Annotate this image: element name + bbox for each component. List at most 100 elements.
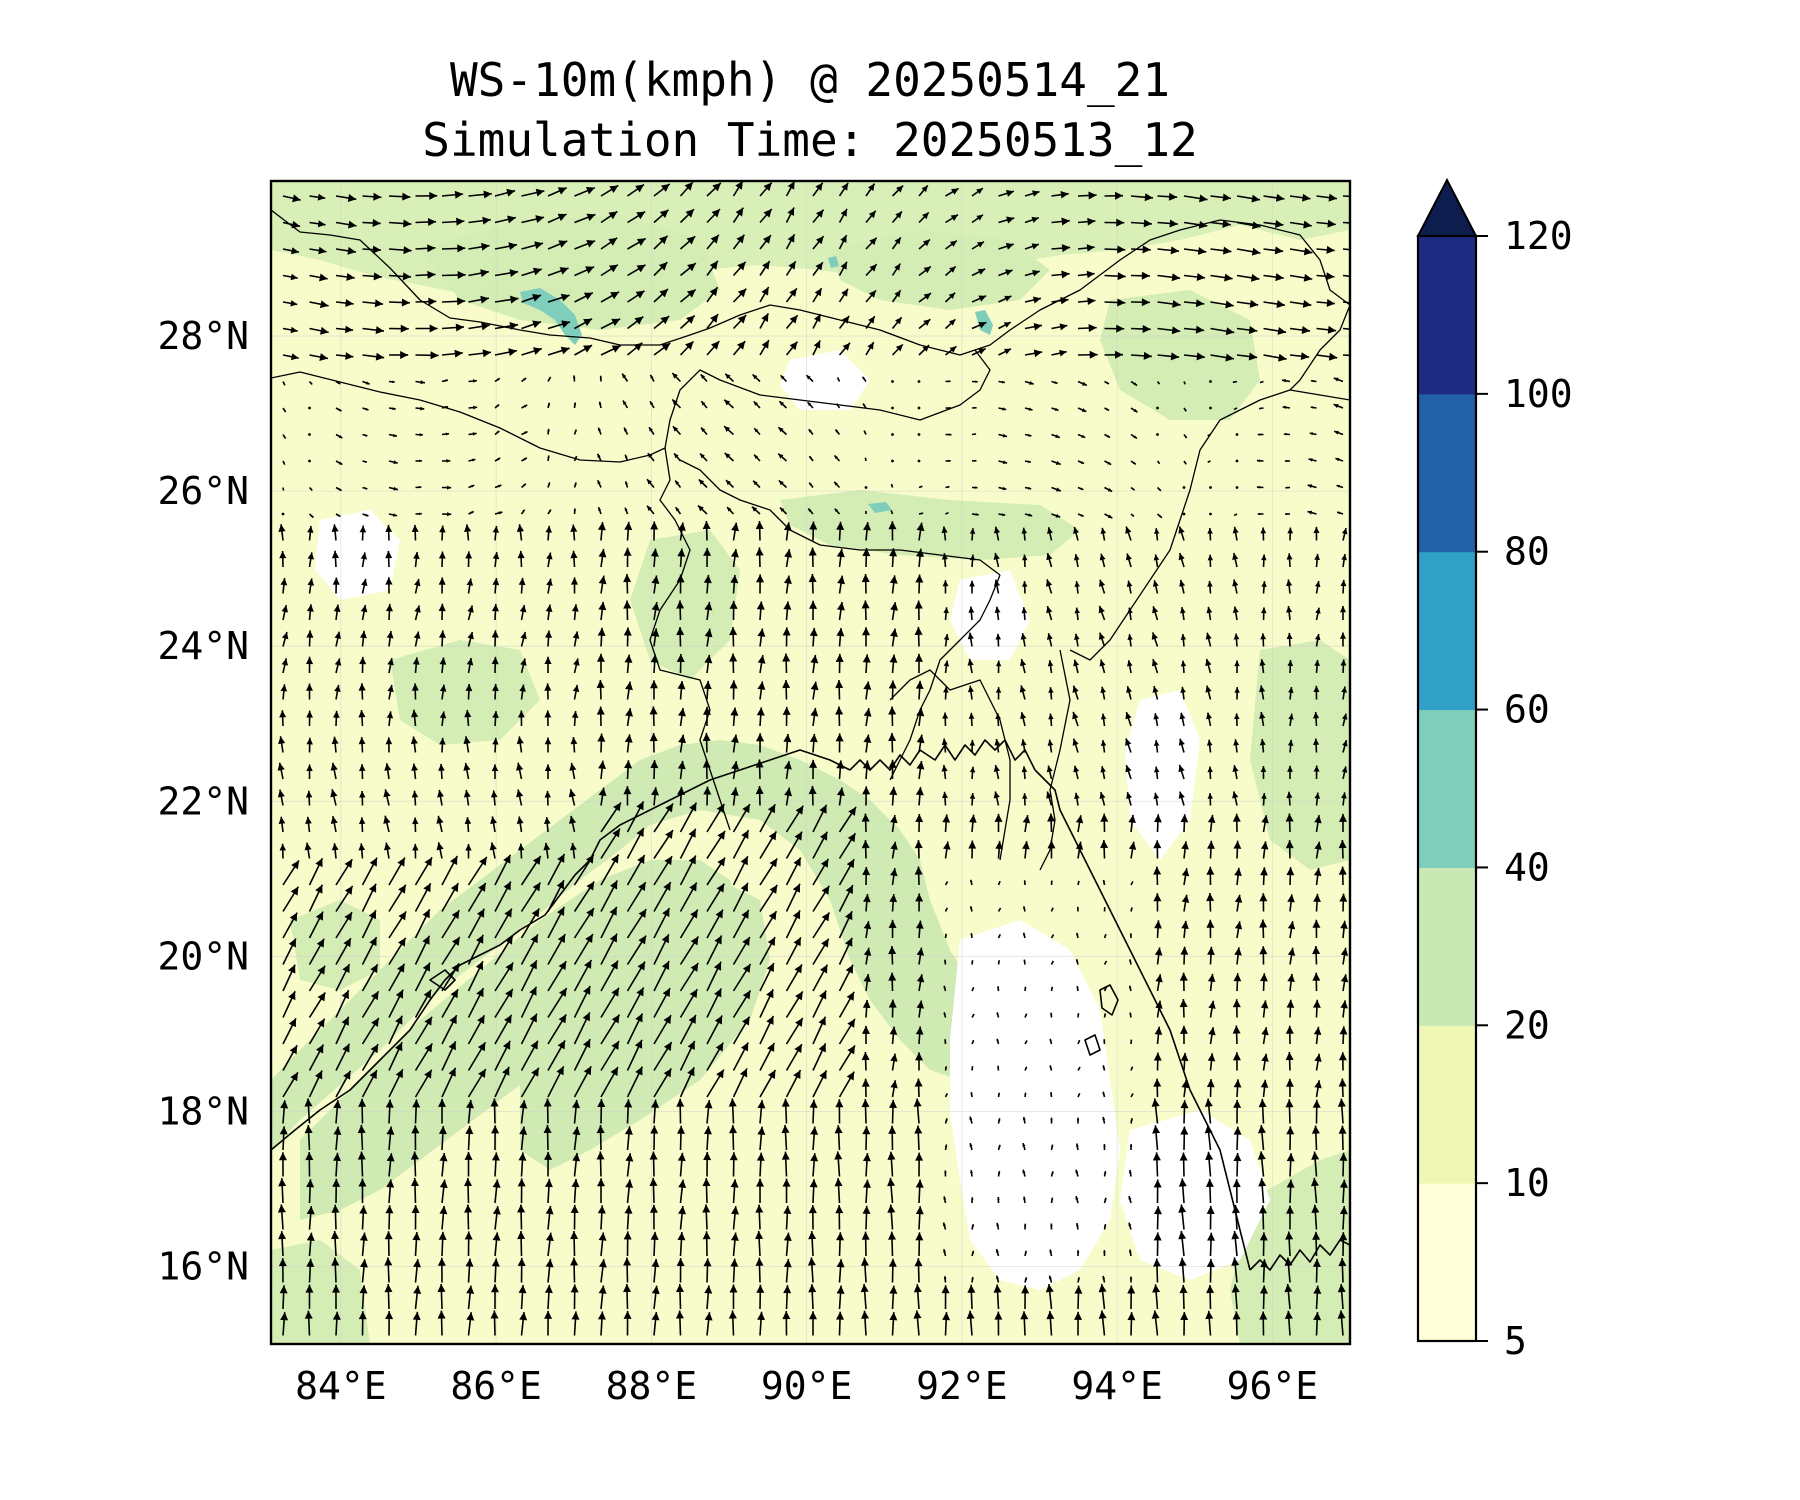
- x-tick-label: 96°E: [1227, 1364, 1319, 1408]
- wind-vector: [914, 626, 923, 647]
- wind-vector: [753, 427, 761, 436]
- wind-vector: [306, 1206, 315, 1230]
- wind-vector: [439, 1179, 448, 1204]
- wind-vector: [703, 786, 712, 806]
- border-nepal-south: [271, 371, 666, 463]
- wind-vector: [305, 790, 313, 806]
- wind-vector: [1289, 352, 1310, 361]
- wind-vector: [861, 1078, 870, 1098]
- wind-vector: [415, 297, 437, 306]
- wind-vector: [1206, 1258, 1215, 1283]
- wind-vector: [1022, 932, 1026, 939]
- wind-vector: [1046, 791, 1053, 806]
- wind-vector: [1126, 685, 1133, 700]
- wind-vector: [1210, 193, 1232, 202]
- wind-vector: [282, 859, 300, 886]
- wind-vector: [1050, 1171, 1054, 1177]
- wind-vector: [812, 804, 828, 833]
- wind-vector: [491, 630, 499, 647]
- wind-vector: [1072, 685, 1079, 700]
- y-tick-label: 16°N: [157, 1244, 249, 1288]
- wind-vector: [1234, 947, 1242, 965]
- wind-vector: [1209, 406, 1212, 410]
- wind-vector: [861, 1025, 870, 1045]
- wind-vector: [838, 858, 855, 886]
- wind-vector: [863, 734, 872, 753]
- wind-vector: [1046, 1310, 1055, 1336]
- wind-vector: [1286, 1126, 1295, 1151]
- wind-vector: [361, 857, 378, 886]
- contour-calm-zone-bay-east: [950, 920, 1120, 1290]
- wind-vector: [1022, 815, 1031, 833]
- wind-vector: [517, 1204, 526, 1230]
- wind-vector: [1261, 1027, 1269, 1045]
- wind-vector: [1126, 791, 1132, 806]
- wind-vector: [568, 789, 576, 806]
- wind-vector: [967, 1284, 976, 1310]
- wind-vector: [335, 937, 352, 965]
- wind-vector: [1313, 526, 1320, 541]
- wind-vector: [386, 1153, 395, 1177]
- wind-vector: [649, 733, 658, 753]
- wind-vector: [547, 987, 568, 1018]
- wind-vector: [783, 601, 792, 621]
- wind-vector: [943, 686, 949, 700]
- wind-vector: [943, 985, 947, 992]
- wind-vector: [1075, 1222, 1079, 1230]
- wind-vector: [1232, 606, 1239, 621]
- wind-vector: [361, 936, 378, 965]
- wind-vector: [1046, 632, 1053, 647]
- wind-vector: [913, 1098, 922, 1124]
- y-tick-label: 22°N: [157, 779, 249, 823]
- wind-vector: [330, 789, 338, 806]
- colorbar-tick-label: 120: [1504, 214, 1573, 258]
- wind-vector: [441, 988, 459, 1018]
- wind-vector: [759, 910, 778, 939]
- wind-vector: [282, 460, 286, 466]
- wind-vector: [569, 762, 577, 780]
- wind-vector: [731, 1206, 740, 1230]
- wind-vector: [625, 1153, 634, 1177]
- wind-vector: [1024, 380, 1034, 385]
- wind-vector: [996, 1222, 1000, 1230]
- wind-vector: [650, 654, 659, 674]
- wind-vector: [724, 373, 735, 383]
- wind-vector: [1339, 1026, 1348, 1045]
- wind-vector: [653, 183, 671, 197]
- wind-vector: [1077, 380, 1088, 387]
- wind-vector: [309, 353, 329, 361]
- wind-vector: [466, 657, 474, 674]
- wind-vector: [1051, 486, 1062, 492]
- wind-vector: [756, 1178, 765, 1204]
- wind-vector: [494, 962, 514, 992]
- wind-vector: [704, 601, 713, 621]
- wind-vector: [1210, 246, 1232, 255]
- wind-vector: [596, 479, 602, 488]
- wind-vector: [388, 324, 409, 333]
- wind-vector: [517, 710, 525, 727]
- wind-vector: [1313, 867, 1322, 886]
- wind-vector: [388, 219, 412, 228]
- wind-vector: [862, 1179, 871, 1204]
- wind-vector: [305, 656, 314, 674]
- wind-vector: [386, 1126, 395, 1151]
- wind-vector: [330, 762, 338, 780]
- wind-vector: [1075, 815, 1084, 833]
- wind-vector: [572, 1152, 581, 1177]
- wind-vector: [944, 265, 957, 277]
- wind-vector: [1104, 324, 1125, 333]
- wind-vector: [835, 653, 844, 674]
- wind-vector: [517, 550, 525, 568]
- wind-vector: [1103, 1250, 1106, 1257]
- wind-vector: [1077, 486, 1084, 491]
- wind-vector: [412, 1099, 421, 1124]
- wind-vector: [1316, 272, 1335, 281]
- wind-vector: [334, 658, 342, 674]
- wind-vector: [1183, 194, 1208, 203]
- wind-vector: [942, 814, 951, 833]
- wind-vector: [626, 908, 647, 939]
- wind-vector: [1077, 1066, 1081, 1071]
- wind-vector: [704, 1285, 713, 1310]
- wind-vector: [521, 188, 545, 197]
